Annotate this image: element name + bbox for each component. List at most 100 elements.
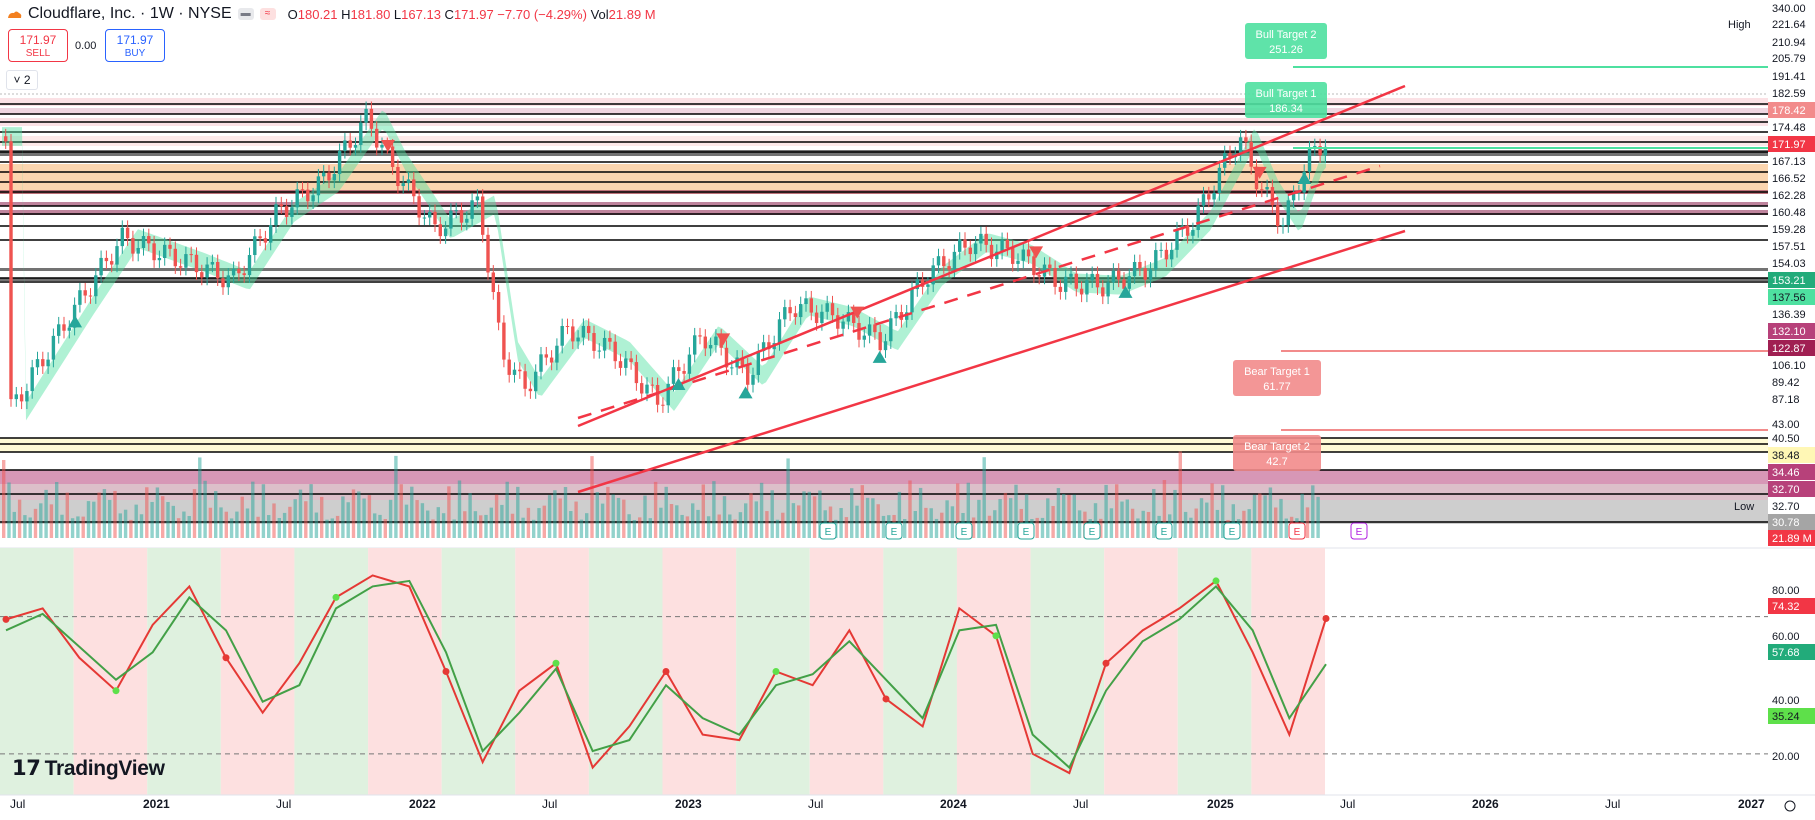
volume-bar: [203, 480, 207, 538]
level-zone: [0, 438, 1768, 452]
oscillator-axis-label: 35.24: [1772, 711, 1800, 723]
candle-body: [565, 325, 570, 327]
candle-body: [1090, 273, 1094, 281]
volume-bar: [606, 486, 610, 538]
volume-bar: [187, 516, 191, 538]
candle-body: [1085, 280, 1089, 295]
price-axis-badge: [1768, 136, 1815, 152]
volume-bar: [701, 484, 705, 538]
price-axis-label: 154.03: [1772, 258, 1806, 270]
candle-body: [390, 146, 395, 167]
volume-bar: [759, 482, 764, 538]
candle-body: [640, 383, 644, 394]
oscillator-band: [515, 548, 589, 795]
volume-bar: [1284, 518, 1288, 538]
candle-body: [348, 140, 352, 148]
volume-bar: [436, 507, 440, 538]
volume-bar: [1104, 484, 1108, 538]
candle-body: [200, 272, 204, 278]
candle-body: [1207, 194, 1211, 200]
candle-body: [46, 359, 50, 367]
volume-bar: [2, 460, 6, 538]
sell-button[interactable]: 171.97 SELL: [8, 29, 68, 62]
volume-bar: [653, 481, 658, 538]
candle-body: [1064, 276, 1068, 292]
candle-body: [51, 335, 56, 360]
price-axis-label: 136.39: [1772, 309, 1806, 321]
volume-bar: [65, 492, 69, 538]
oscillator-axis-badge: [1768, 644, 1815, 660]
compare-icon[interactable]: ▬: [237, 8, 254, 20]
volume-bar: [1183, 511, 1188, 538]
volume-bar: [611, 494, 615, 538]
volume-bar: [1231, 504, 1235, 538]
price-axis-label: 167.13: [1772, 156, 1806, 168]
earnings-marker-label: E: [1229, 527, 1236, 538]
candle-body: [571, 326, 575, 342]
candle-body: [163, 244, 167, 258]
volume-bar: [850, 488, 854, 538]
price-axis-label: 171.97: [1772, 139, 1806, 151]
candle-body: [30, 367, 34, 392]
candle-body: [1127, 276, 1131, 289]
candle-body: [226, 275, 230, 288]
target-box: [1233, 360, 1321, 396]
price-axis-label: 106.10: [1772, 360, 1806, 372]
candle-body: [1276, 205, 1280, 227]
candle-body: [1159, 249, 1163, 251]
volume-bar: [1199, 498, 1204, 538]
candle-body: [279, 204, 283, 207]
candle-body: [258, 236, 262, 239]
buy-button[interactable]: 171.97 BUY: [105, 29, 165, 62]
candle-body: [968, 247, 972, 255]
candle-body: [555, 345, 559, 363]
target-value: 42.7: [1266, 456, 1287, 468]
price-axis-badge: [1768, 102, 1815, 118]
volume-bar: [632, 519, 637, 538]
volume-bar: [118, 513, 122, 538]
candle-body: [57, 324, 61, 336]
volume-bar: [198, 457, 202, 538]
close-value: 171.97 −7.70 (−4.29%): [453, 6, 587, 22]
volume-bar: [1252, 494, 1257, 538]
volume-bar: [971, 517, 976, 538]
volume-bar: [982, 457, 986, 538]
candle-body: [894, 312, 898, 319]
candle-body: [438, 224, 442, 237]
target-value: 251.26: [1269, 44, 1303, 56]
volume-bar: [431, 519, 435, 538]
oscillator-axis-label: 60.00: [1772, 631, 1800, 643]
volume-bar: [733, 519, 737, 538]
volume-bar: [330, 518, 334, 538]
volume-bar: [92, 501, 96, 538]
volume-bar: [839, 508, 843, 538]
candle-body: [1053, 268, 1057, 287]
wave-icon[interactable]: ≈: [259, 8, 276, 20]
candle-body: [804, 298, 808, 305]
volume-bar: [219, 507, 223, 538]
sell-signal-marker: [716, 333, 731, 346]
candle-body: [814, 312, 819, 324]
volume-bar: [399, 484, 403, 538]
candle-body: [327, 172, 331, 181]
symbol-title[interactable]: Cloudflare, Inc. · 1W · NYSE: [28, 5, 232, 22]
candle-body: [173, 248, 177, 267]
candle-body: [618, 361, 623, 368]
tradingview-logo[interactable]: 17 TradingView: [12, 756, 165, 780]
oscillator-band: [1177, 548, 1252, 795]
volume-bar: [643, 495, 647, 538]
candle-body: [989, 244, 994, 260]
volume-bar: [176, 518, 181, 538]
volume-bar: [865, 497, 870, 538]
price-axis-label: 132.10: [1772, 326, 1806, 338]
channel-upper-line: [577, 84, 1406, 428]
volume-bar: [1136, 518, 1140, 538]
candle-body: [1011, 248, 1015, 264]
price-axis-label: 40.50: [1772, 433, 1800, 445]
indicator-collapse-button[interactable]: ˅ 2: [6, 70, 38, 90]
candle-body: [777, 319, 782, 344]
earnings-marker: [1288, 522, 1306, 540]
price-axis-label: 159.28: [1772, 224, 1806, 236]
candle-body: [380, 144, 384, 148]
